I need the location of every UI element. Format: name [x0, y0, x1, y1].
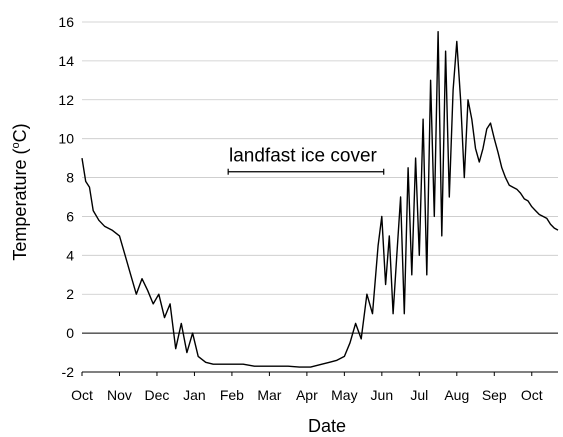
y-tick-label: 10 [58, 131, 74, 147]
y-axis-title-superscript: o [10, 142, 22, 148]
y-tick-label: 4 [66, 247, 74, 263]
x-tick-label: Jan [183, 387, 206, 403]
x-tick-label: Apr [296, 387, 318, 403]
x-tick-label: Feb [220, 387, 244, 403]
y-axis-title: Temperature (oC) [10, 123, 30, 260]
x-tick-labels: Oct Nov Dec Jan Feb Mar Apr May Jun Jul Aug Sep Oct [71, 387, 543, 403]
y-tick-label: 8 [66, 170, 74, 186]
x-tick-label: Aug [444, 387, 469, 403]
x-tick-label: Oct [521, 387, 543, 403]
y-tick-label: 0 [66, 325, 74, 341]
y-axis-title-tail: C) [10, 123, 30, 142]
x-tick-label: May [331, 387, 357, 403]
y-tick-label: 6 [66, 208, 74, 224]
x-tick-label: Dec [145, 387, 170, 403]
x-tick-label: Nov [107, 387, 132, 403]
x-tick-label: Jul [410, 387, 428, 403]
y-tick-label: 2 [66, 286, 74, 302]
ice-cover-annotation: landfast ice cover [229, 146, 378, 167]
gridlines [82, 21, 558, 295]
x-ticks [81, 372, 533, 376]
y-axis-title-main: Temperature ( [10, 149, 30, 261]
y-tick-label: 14 [58, 53, 74, 69]
x-tick-label: Oct [71, 387, 93, 403]
x-axis-title: Date [308, 416, 346, 436]
y-tick-label: 16 [58, 14, 74, 30]
y-tick-labels: -2 0 2 4 6 8 10 12 14 16 [58, 14, 74, 380]
x-tick-label: Sep [482, 387, 507, 403]
x-tick-label: Jun [371, 387, 394, 403]
y-tick-label: -2 [62, 364, 75, 380]
x-tick-label: Mar [257, 387, 281, 403]
series-line-temperature [81, 31, 559, 368]
y-tick-label: 12 [58, 92, 74, 108]
